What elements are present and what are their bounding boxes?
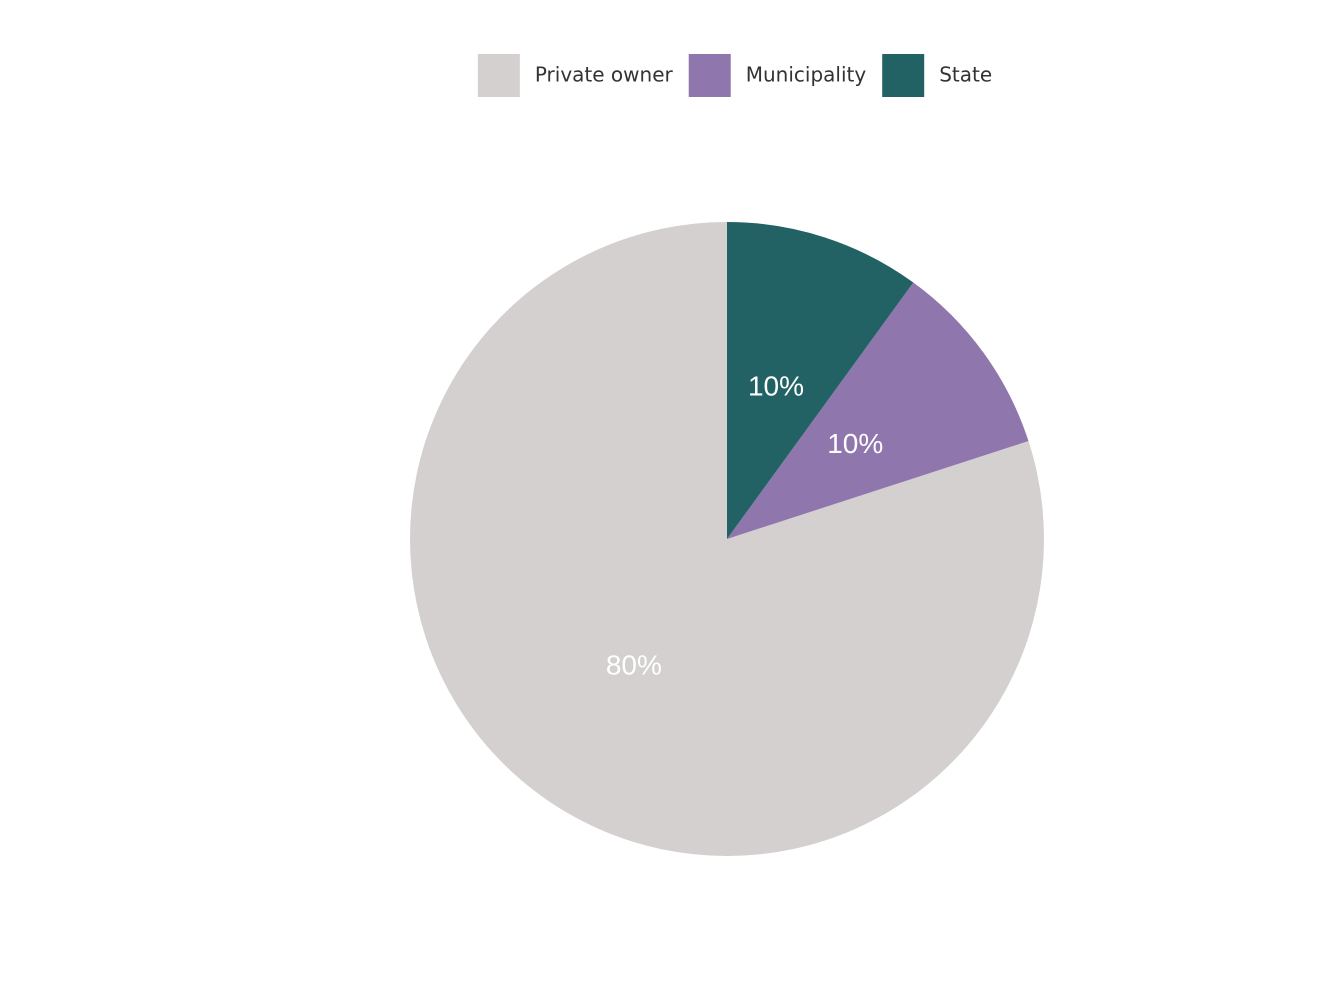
legend-swatch — [688, 54, 731, 97]
legend-swatch — [882, 54, 925, 97]
slice-label: 10% — [827, 428, 883, 459]
legend-label: State — [939, 63, 992, 87]
slice-label: 10% — [748, 371, 804, 402]
legend-label: Municipality — [746, 63, 867, 87]
pie-slice — [727, 282, 1029, 539]
legend-label: Private owner — [535, 63, 674, 87]
slice-label: 80% — [606, 650, 662, 681]
pie-slice — [727, 222, 914, 539]
legend-swatch — [477, 54, 520, 97]
